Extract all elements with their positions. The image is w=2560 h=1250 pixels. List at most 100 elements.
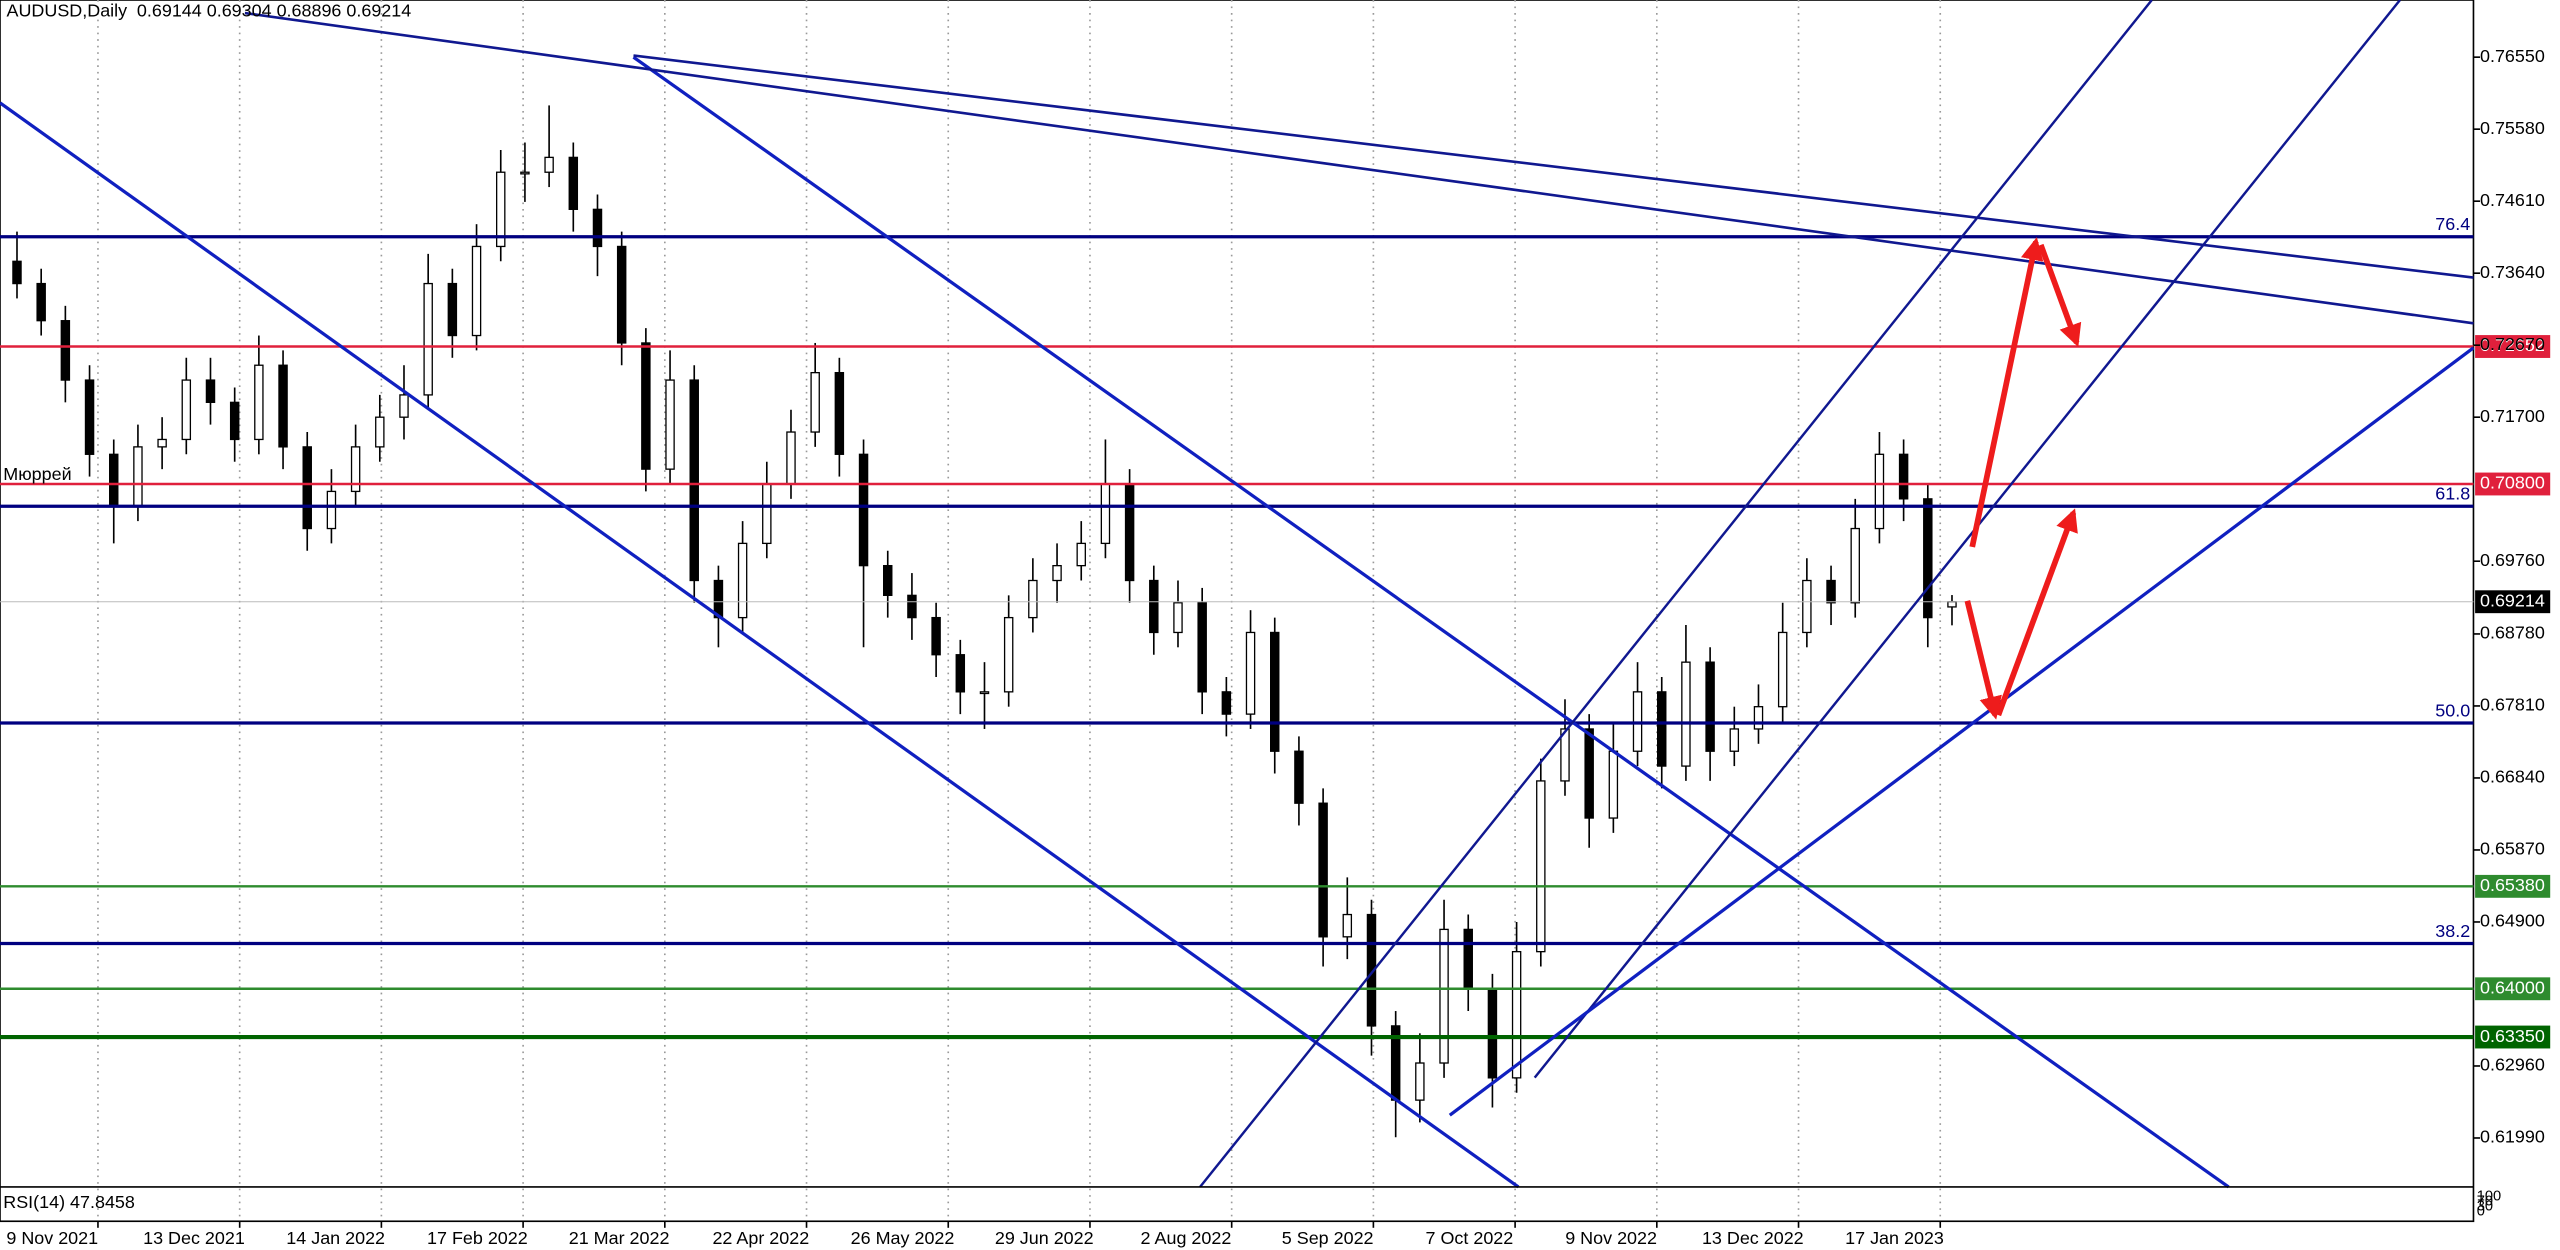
price-label: 0.65380: [2480, 875, 2545, 895]
candle-body: [834, 371, 845, 455]
candle-body: [1076, 542, 1086, 567]
candle-body: [1753, 706, 1764, 730]
candle-body: [641, 342, 651, 470]
rsi-label: RSI(14) 47.8458: [3, 1192, 135, 1212]
candle-body: [786, 431, 796, 485]
candle-body: [1729, 728, 1740, 752]
fib-label: 76.4: [2435, 214, 2470, 234]
candle-body: [1487, 988, 1498, 1079]
candle-body: [181, 379, 192, 441]
candle-body: [689, 379, 699, 582]
candle-body: [1028, 579, 1038, 619]
ohlc: 0.69144 0.69304 0.68896 0.69214: [137, 0, 411, 20]
candle-body: [1608, 750, 1619, 819]
candle-body: [157, 438, 167, 448]
rsi-scale-label: 0: [2477, 1203, 2485, 1219]
candle-body: [1270, 631, 1280, 752]
current-price-box: [2475, 590, 2551, 614]
candle-body: [1705, 661, 1715, 752]
y-tick-label: 0.67810: [2480, 695, 2545, 715]
rsi-scale-label: 30: [2477, 1198, 2493, 1214]
candle-body: [762, 483, 772, 545]
candle-body: [544, 156, 554, 173]
candle-body: [1681, 661, 1691, 767]
x-tick-label: 7 Oct 2022: [1426, 1228, 1514, 1248]
candle-body: [84, 379, 95, 455]
candle-body: [1947, 601, 1957, 608]
candle-body: [1366, 913, 1377, 1027]
candle-body: [737, 542, 748, 619]
price-label-box: [2475, 335, 2551, 358]
candle-body: [1463, 928, 1473, 990]
candle-body: [568, 156, 579, 210]
candle-body: [205, 379, 216, 403]
x-tick-label: 5 Sep 2022: [1282, 1228, 1374, 1248]
y-tick-label: 0.72670: [2480, 334, 2545, 354]
candle-body: [931, 616, 941, 656]
candle-body: [1923, 498, 1933, 619]
candle-body: [1777, 631, 1788, 708]
candle-body: [1874, 453, 1885, 530]
candle-body: [1536, 780, 1546, 953]
candle-body: [471, 245, 482, 337]
symbol-name: AUDUSD,Daily: [7, 0, 128, 20]
candle-body: [229, 401, 240, 441]
price-label-box: [2475, 977, 2551, 1001]
candle-body: [955, 654, 966, 693]
candle-body: [1318, 802, 1328, 938]
price-label: 0.72652: [2480, 335, 2545, 355]
y-tick-label: 0.71700: [2480, 406, 2545, 426]
price-label: 0.63350: [2480, 1026, 2545, 1046]
trend-lines: [0, 0, 2475, 1189]
candle-body: [350, 446, 361, 493]
y-tick-label: 0.76550: [2480, 46, 2545, 66]
candle-body: [278, 364, 288, 448]
murray-label: Мюррей: [3, 464, 71, 484]
candle-body: [883, 564, 893, 596]
rsi-scale-label: 100: [2477, 1189, 2502, 1205]
candle-body: [907, 594, 917, 619]
candle-body: [1511, 951, 1522, 1079]
candle-body: [423, 282, 433, 396]
candle-body: [1124, 483, 1135, 582]
x-tick-label: 21 Mar 2022: [569, 1228, 670, 1248]
candle-body: [1173, 602, 1183, 634]
candle-body: [858, 453, 869, 567]
price-label: 0.70800: [2480, 473, 2545, 493]
candle-body: [36, 282, 46, 322]
x-tick-label: 17 Feb 2022: [427, 1228, 528, 1248]
candle-body: [326, 490, 337, 530]
y-tick-label: 0.61990: [2480, 1127, 2545, 1147]
y-tick-label: 0.75580: [2480, 118, 2545, 138]
candle-body: [375, 416, 385, 448]
candle-body: [1657, 691, 1667, 767]
candle-body: [60, 320, 71, 381]
symbol: AUDUSD,Daily 0.69144 0.69304 0.68896 0.69…: [7, 0, 412, 20]
current-price-label: 0.69214: [2480, 590, 2545, 610]
candle-body: [1439, 928, 1449, 1064]
forecast-arrows: [1964, 237, 2082, 720]
candle-body: [1802, 579, 1812, 634]
x-tick-label: 2 Aug 2022: [1141, 1228, 1232, 1248]
candle-body: [1197, 602, 1207, 693]
candle-body: [1560, 728, 1570, 782]
candle-body: [1149, 579, 1159, 634]
x-tick-label: 22 Apr 2022: [712, 1228, 809, 1248]
rsi-scale-label: 70: [2477, 1194, 2493, 1210]
candle-body: [1003, 616, 1014, 693]
candle-body: [302, 446, 312, 530]
candle-body: [1342, 913, 1353, 938]
candle-body: [1245, 631, 1256, 715]
y-tick-label: 0.62960: [2480, 1055, 2545, 1075]
y-tick-label: 0.65870: [2480, 839, 2545, 859]
candle-body: [399, 394, 409, 418]
x-tick-label: 17 Jan 2023: [1845, 1228, 1944, 1248]
price-label-box: [2475, 472, 2551, 496]
candle-body: [254, 364, 264, 441]
x-tick-label: 9 Nov 2021: [6, 1228, 98, 1248]
x-tick-label: 9 Nov 2022: [1565, 1228, 1657, 1248]
candle-body: [447, 282, 458, 337]
candle-body: [616, 245, 627, 344]
candle-body: [12, 260, 22, 285]
fib-label: 61.8: [2435, 484, 2470, 504]
